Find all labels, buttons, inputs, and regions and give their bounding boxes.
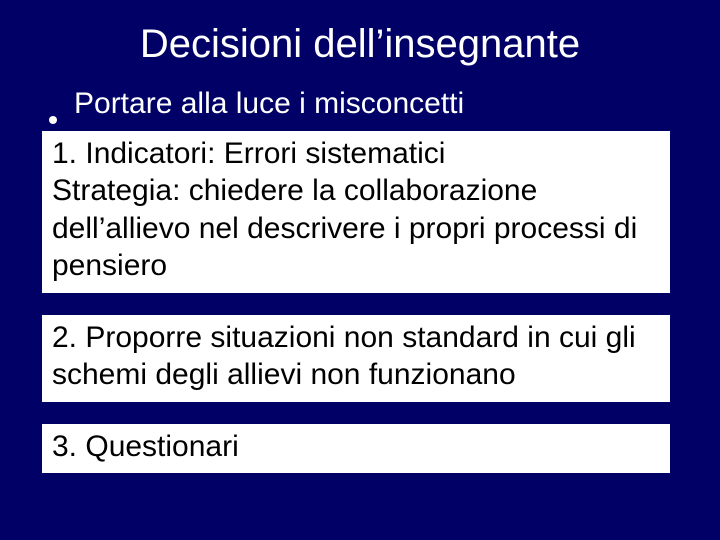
slide: Decisioni dell’insegnante Portare alla l…	[0, 0, 720, 540]
bullet-icon	[48, 99, 58, 109]
content-box-3: 3. Questionari	[42, 424, 670, 474]
slide-title: Decisioni dell’insegnante	[0, 0, 720, 85]
bullet-item: Portare alla luce i misconcetti	[0, 85, 720, 123]
content-box-1: 1. Indicatori: Errori sistematiciStrateg…	[42, 131, 670, 293]
content-box-2: 2. Proporre situazioni non standard in c…	[42, 315, 670, 402]
bullet-text: Portare alla luce i misconcetti	[74, 85, 464, 123]
